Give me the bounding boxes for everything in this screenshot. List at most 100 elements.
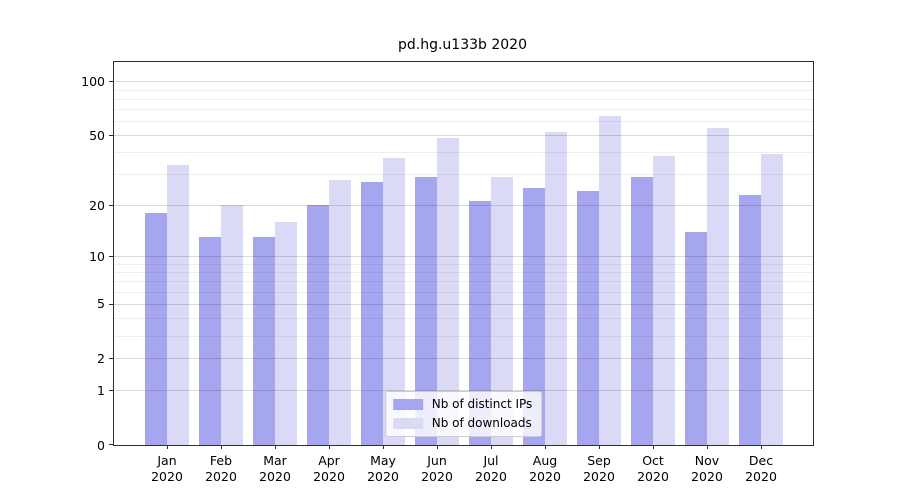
bar-nb-of-distinct-ips-mar [253,237,275,445]
x-tick-jan [167,445,168,449]
bar-nb-of-distinct-ips-jan [145,212,167,445]
y-tick-1 [109,390,113,392]
x-label-year-mar: 2020 [259,469,291,484]
x-label-year-jul: 2020 [475,469,507,484]
y-tick-label-50: 50 [89,127,105,143]
x-tick-label-jul: Jul 2020 [459,453,523,485]
legend-swatch-nb-of-distinct-ips [392,399,423,410]
bar-nb-of-distinct-ips-aug [523,188,545,445]
bar-nb-of-distinct-ips-feb [199,237,221,445]
y-tick-10 [109,256,113,257]
y-tick-5 [109,303,113,305]
x-tick-label-apr: Apr 2020 [297,453,361,485]
legend: Nb of distinct IPs Nb of downloads [384,391,543,437]
x-label-year-jun: 2020 [421,469,453,484]
y-tick-50 [109,135,113,137]
x-tick-label-aug: Aug 2020 [513,453,577,485]
bar-nb-of-downloads-apr [329,179,351,445]
x-tick-dec [761,445,762,449]
x-tick-label-jun: Jun 2020 [405,453,469,485]
y-tick-label-100: 100 [81,73,105,89]
bar-nb-of-downloads-jul [491,177,513,445]
bar-nb-of-downloads-jun [437,138,459,445]
x-label-month-jan: Jan [157,453,177,468]
x-tick-label-sep: Sep 2020 [567,453,631,485]
y-tick-label-2: 2 [97,350,105,366]
x-tick-label-oct: Oct 2020 [621,453,685,485]
x-label-month-mar: Mar [263,453,287,468]
bar-nb-of-distinct-ips-nov [685,231,707,445]
bar-nb-of-distinct-ips-may [361,182,383,445]
y-tick-20 [109,205,113,207]
x-label-year-feb: 2020 [205,469,237,484]
x-label-month-oct: Oct [642,453,664,468]
y-tick-0 [109,444,113,445]
x-label-month-may: May [370,453,396,468]
legend-swatch-nb-of-downloads [392,418,423,429]
bar-nb-of-downloads-nov [707,127,729,445]
x-label-year-jan: 2020 [151,469,183,484]
bar-nb-of-distinct-ips-jul [469,201,491,445]
x-label-month-sep: Sep [587,453,611,468]
x-label-month-dec: Dec [748,453,774,468]
x-label-year-apr: 2020 [313,469,345,484]
legend-label-nb-of-downloads: Nb of downloads [431,416,532,430]
x-tick-label-jan: Jan 2020 [135,453,199,485]
bar-nb-of-downloads-sep [599,116,621,445]
y-tick-label-5: 5 [97,296,105,312]
x-tick-label-nov: Nov 2020 [675,453,739,485]
x-label-month-jul: Jul [483,453,499,468]
x-tick-aug [545,445,546,449]
y-tick-100 [109,81,113,83]
y-tick-label-20: 20 [89,197,105,213]
bars-layer [114,62,813,445]
x-label-year-aug: 2020 [529,469,561,484]
x-tick-jun [437,445,438,449]
x-label-year-sep: 2020 [583,469,615,484]
bar-nb-of-distinct-ips-sep [577,191,599,445]
x-tick-feb [221,445,222,449]
x-label-year-oct: 2020 [637,469,669,484]
bar-nb-of-downloads-dec [761,154,783,445]
x-label-year-dec: 2020 [745,469,777,484]
x-label-month-aug: Aug [532,453,558,468]
y-tick-label-10: 10 [89,248,105,264]
x-tick-jul [491,445,492,449]
x-label-year-may: 2020 [367,469,399,484]
x-tick-oct [653,445,654,449]
bar-nb-of-distinct-ips-oct [631,177,653,445]
x-tick-label-feb: Feb 2020 [189,453,253,485]
x-label-month-nov: Nov [694,453,720,468]
bar-nb-of-downloads-may [383,158,405,445]
bar-nb-of-distinct-ips-apr [307,205,329,445]
y-tick-label-0: 0 [97,437,105,453]
bar-nb-of-downloads-oct [653,156,675,445]
x-tick-apr [329,445,330,449]
x-tick-label-may: May 2020 [351,453,415,485]
x-tick-label-dec: Dec 2020 [729,453,793,485]
x-tick-nov [707,445,708,449]
x-label-month-apr: Apr [318,453,340,468]
plot-area: 0 1 2 5 10 20 50 100 Jan 2020 Feb 2020 Mar 2020 Apr 202… [81,61,814,484]
bar-nb-of-distinct-ips-jun [415,177,437,445]
x-label-year-nov: 2020 [691,469,723,484]
axes-layer: 0 1 2 5 10 20 50 100 Jan 2020 Feb 2020 Mar 2020 Apr 202… [81,62,813,484]
legend-label-nb-of-distinct-ips: Nb of distinct IPs [431,397,533,411]
bar-nb-of-downloads-mar [275,221,297,445]
x-label-month-feb: Feb [209,453,233,468]
chart-title: pd.hg.u133b 2020 [398,37,527,53]
x-tick-label-mar: Mar 2020 [243,453,307,485]
legend-item-nb-of-downloads: Nb of downloads [392,416,533,431]
bar-nb-of-downloads-aug [545,132,567,445]
y-tick-label-1: 1 [97,382,105,398]
bar-nb-of-distinct-ips-dec [739,194,761,445]
bar-nb-of-downloads-jan [167,164,189,445]
x-tick-mar [275,445,276,449]
bar-nb-of-downloads-feb [221,205,243,445]
x-tick-sep [599,445,600,449]
x-label-month-jun: Jun [427,453,447,468]
legend-item-nb-of-distinct-ips: Nb of distinct IPs [392,397,533,412]
y-tick-2 [109,358,113,360]
x-tick-may [383,445,384,449]
